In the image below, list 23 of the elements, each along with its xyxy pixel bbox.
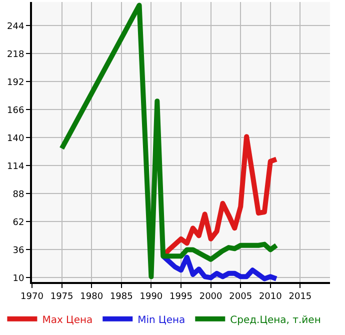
x-tick-label: 1990	[140, 292, 163, 302]
y-tick-label: 218	[7, 50, 24, 60]
legend-label: Сред.Цена, т.йен	[230, 314, 321, 326]
x-tick-label: 1975	[50, 292, 74, 302]
y-tick-label: 36	[12, 246, 24, 256]
x-tick-label: 2010	[258, 292, 282, 302]
x-tick-label: 2005	[229, 292, 252, 302]
x-tick-label: 1995	[170, 292, 192, 302]
y-tick-label: 62	[12, 218, 24, 228]
x-tick-label: 2015	[288, 292, 312, 302]
y-tick-label: 166	[7, 106, 24, 116]
y-tick-label: 244	[7, 22, 24, 32]
y-tick-label: 88	[12, 190, 24, 200]
y-tick-label: 192	[7, 78, 24, 88]
x-tick-label: 1980	[80, 292, 104, 302]
y-tick-label: 140	[7, 134, 24, 144]
legend-label: Max Цена	[42, 314, 93, 326]
y-tick-label: 10	[12, 274, 24, 284]
x-tick-label: 1970	[20, 292, 44, 302]
x-tick-label: 2000	[199, 292, 223, 302]
legend-label: Min Цена	[138, 314, 186, 326]
x-tick-label: 1985	[110, 292, 133, 302]
y-tick-label: 114	[7, 162, 24, 172]
